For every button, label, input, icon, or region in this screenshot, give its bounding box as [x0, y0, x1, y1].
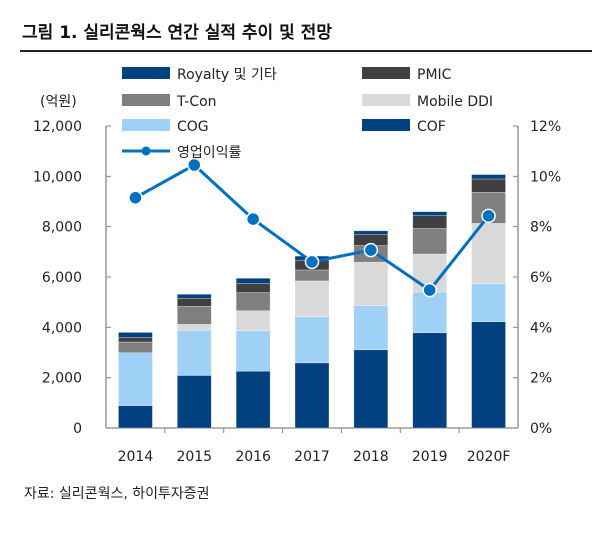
legend-label: T-Con — [176, 94, 217, 110]
title-rule — [20, 50, 592, 52]
margin-point — [128, 190, 143, 205]
bar-segment-cog — [176, 329, 212, 376]
bar-segment-cof — [353, 349, 389, 429]
legend-label: COF — [417, 119, 446, 135]
legend-swatch — [362, 94, 410, 106]
legend-label: COG — [177, 119, 209, 135]
margin-point — [481, 208, 496, 224]
bar-segment-t-con — [235, 292, 271, 312]
bar-segment-mobile-ddi — [235, 310, 271, 332]
bar-segment-royalty-및-기타 — [176, 293, 212, 299]
x-tick-label: 2014 — [118, 449, 154, 465]
margin-point — [304, 254, 320, 270]
legend-swatch — [122, 94, 170, 106]
bar-segment-pmic — [118, 337, 153, 343]
bar-segment-t-con — [294, 269, 330, 282]
bar-segment-t-con — [412, 228, 448, 255]
margin-point — [187, 157, 202, 173]
bar-segment-royalty-및-기타 — [235, 277, 271, 284]
bar-segment-cof — [471, 321, 506, 429]
legend-label: Royalty 및 기타 — [177, 67, 277, 83]
legend-swatch — [362, 67, 410, 79]
bar-segment-cog — [353, 305, 389, 351]
margin-point — [363, 242, 379, 258]
left-tick-label: 4,000 — [42, 320, 82, 336]
figure-title: 그림 1. 실리콘웍스 연간 실적 추이 및 전망 — [22, 23, 332, 43]
margin-point — [422, 282, 437, 298]
bar-segment-cog — [471, 283, 506, 322]
bar-segment-cog — [118, 352, 153, 406]
left-tick-label: 10,000 — [33, 169, 82, 185]
bar-segment-royalty-및-기타 — [353, 230, 389, 235]
bar-segment-cof — [235, 370, 271, 429]
bar-segment-royalty-및-기타 — [471, 174, 506, 180]
bar-segment-cof — [176, 375, 212, 429]
bar-segment-t-con — [176, 306, 212, 325]
bar-segment-cog — [235, 330, 271, 372]
left-tick-label: 0 — [73, 421, 82, 437]
legend-line-marker — [141, 146, 151, 156]
bar-segment-royalty-및-기타 — [118, 332, 153, 338]
right-tick-label: 0% — [530, 421, 552, 437]
margin-point — [245, 211, 261, 227]
bar-segment-pmic — [176, 297, 212, 307]
legend-label: PMIC — [417, 67, 452, 83]
x-tick-label: 2020F — [467, 449, 511, 465]
bar-segment-cog — [412, 291, 448, 334]
right-tick-label: 2% — [530, 371, 552, 387]
left-tick-label: 12,000 — [33, 119, 82, 135]
left-tick-label: 2,000 — [42, 371, 82, 387]
legend-label: Mobile DDI — [417, 94, 493, 110]
bar-segment-cog — [294, 316, 330, 364]
right-tick-label: 12% — [530, 119, 561, 135]
bar-segment-cof — [412, 332, 448, 429]
right-tick-label: 4% — [530, 320, 552, 336]
bar-segment-t-con — [118, 341, 153, 354]
legend-swatch — [122, 119, 170, 131]
right-tick-label: 6% — [530, 270, 552, 286]
bar-segment-cof — [294, 362, 330, 429]
bar-segment-pmic — [471, 178, 506, 193]
bar-segment-royalty-및-기타 — [412, 211, 448, 217]
bar-segment-mobile-ddi — [471, 223, 506, 284]
bar-segment-pmic — [412, 215, 448, 229]
right-tick-label: 10% — [530, 169, 561, 185]
bar-segment-mobile-ddi — [353, 261, 389, 306]
legend-swatch — [362, 119, 410, 131]
legend-label: 영업이익률 — [177, 145, 242, 161]
x-tick-label: 2019 — [412, 449, 448, 465]
bar-segment-mobile-ddi — [294, 280, 330, 318]
bar-segment-cof — [118, 405, 153, 429]
left-tick-label: 6,000 — [42, 270, 82, 286]
x-tick-label: 2018 — [353, 449, 389, 465]
x-tick-label: 2016 — [235, 449, 271, 465]
source-note: 자료: 실리콘웍스, 하이투자증권 — [24, 486, 210, 502]
left-tick-label: 8,000 — [42, 220, 82, 236]
legend-swatch — [122, 67, 170, 79]
x-tick-label: 2017 — [294, 449, 330, 465]
bar-segment-pmic — [235, 282, 271, 293]
left-axis-unit: (억원) — [40, 94, 77, 110]
x-tick-label: 2015 — [176, 449, 212, 465]
bar-segment-mobile-ddi — [176, 324, 212, 331]
right-tick-label: 8% — [530, 220, 552, 236]
